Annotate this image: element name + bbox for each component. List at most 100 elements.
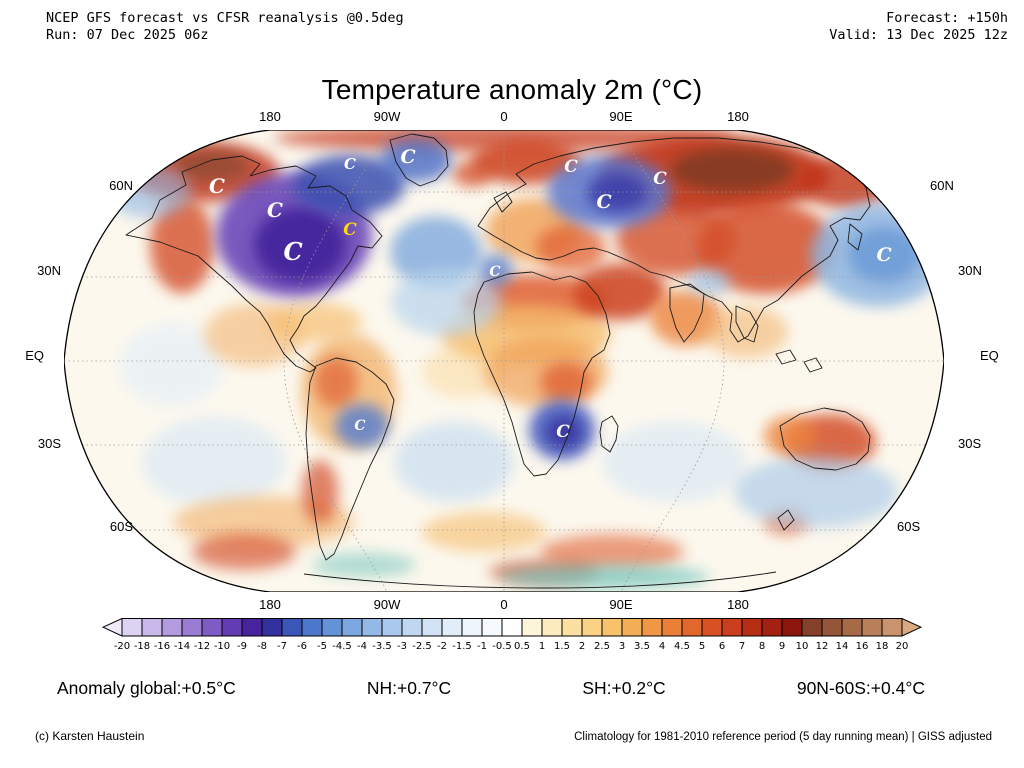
lat-label-right: 30N <box>958 263 982 278</box>
lat-label-right: 60S <box>897 519 921 534</box>
colorbar-segment <box>301 618 323 637</box>
cold-center-marker: C <box>354 418 365 434</box>
anomaly-region-indian-ocean-pale-cold <box>602 422 746 502</box>
colorbar-tick-label: -2.5 <box>412 641 432 652</box>
anomaly-region-greenland-cold <box>380 138 452 182</box>
colorbar-segment <box>421 618 443 637</box>
valid-time-label: Valid: 13 Dec 2025 12z <box>829 27 1008 43</box>
cold-center-marker: C <box>343 220 357 240</box>
colorbar-segment <box>441 618 463 637</box>
colorbar-tick-label: -4.5 <box>332 641 352 652</box>
anomaly-region-alaska-brown-core <box>174 150 250 182</box>
anomaly-region-antarctic-teal-band-east <box>499 565 709 589</box>
model-comparison-label: NCEP GFS forecast vs CFSR reanalysis @0.… <box>46 10 404 26</box>
colorbar-tick-label: 3.5 <box>634 641 650 652</box>
colorbar-tick-label: -2 <box>437 641 447 652</box>
colorbar-tick-label: -0.5 <box>492 641 512 652</box>
colorbar-segment <box>181 618 203 637</box>
lon-label-bottom: 0 <box>500 597 508 612</box>
colorbar-segment <box>801 618 823 637</box>
lon-label-bottom: 180 <box>727 597 749 612</box>
colorbar-segment <box>321 618 343 637</box>
colorbar-tick-label: -8 <box>257 641 267 652</box>
colorbar-segment <box>521 618 543 637</box>
anomaly-region-east-asia-warm <box>696 202 836 294</box>
lon-label-top: 180 <box>259 109 281 124</box>
anomaly-region-west-africa-coast-cold <box>479 254 513 286</box>
cold-center-marker: C <box>489 264 500 280</box>
coastline-madagascar <box>599 415 619 453</box>
colorbar-tick-label: 1 <box>538 641 546 652</box>
colorbar-segment <box>221 618 243 637</box>
anomaly-region-central-africa-warm <box>540 362 592 402</box>
colorbar-segment <box>661 618 683 637</box>
colorbar-tick-label: 2 <box>578 641 586 652</box>
lat-label-left: EQ <box>25 348 44 363</box>
stat-value: +0.2°C <box>611 678 666 698</box>
colorbar-scale <box>102 618 922 637</box>
coastline-japan <box>847 223 863 251</box>
lat-label-left: 30N <box>37 263 61 278</box>
colorbar-tick-label: -5 <box>317 641 327 652</box>
colorbar-segment <box>541 618 563 637</box>
coastline-india <box>669 283 705 343</box>
lat-label-left: 60S <box>109 519 133 534</box>
meridian-90e <box>620 130 725 592</box>
lat-label-right: EQ <box>980 348 999 363</box>
colorbar-segment <box>861 618 883 637</box>
anomaly-region-west-coast-us-warm <box>150 197 214 293</box>
run-time-label: Run: 07 Dec 2025 06z <box>46 27 209 43</box>
colorbar-segment <box>841 618 863 637</box>
colorbar-tick-label: -3 <box>397 641 407 652</box>
colorbar-segment <box>281 618 303 637</box>
anomaly-region-subtropical-atlantic-cold <box>391 268 501 336</box>
colorbar-segment <box>401 618 423 637</box>
anomaly-region-balkans-warm <box>536 224 606 272</box>
colorbar-tick-label: -1.5 <box>452 641 472 652</box>
colorbar-segment <box>261 618 283 637</box>
anomaly-region-northeast-asia-warm <box>800 156 892 208</box>
colorbar-tick-label: 10 <box>795 641 809 652</box>
colorbar-segment <box>361 618 383 637</box>
anomaly-region-southern-ocean-warm-west <box>192 534 296 570</box>
cold-center-marker: C <box>653 169 667 189</box>
stat-label: SH: <box>582 678 612 698</box>
anomaly-region-east-pacific-pale-cold <box>120 323 224 407</box>
lon-label-top: 0 <box>500 109 508 124</box>
colorbar: -20 -18 -16 -14 -12 -10 -9 -8 -7 -6 -5 -4.5 -4 -3.5 -3… <box>102 618 922 666</box>
colorbar-tick-label: -10 <box>213 641 231 652</box>
cold-center-marker: C <box>876 244 891 266</box>
coastline-south-america <box>305 357 395 561</box>
colorbar-tick-label: -9 <box>237 641 247 652</box>
graticule <box>64 130 944 592</box>
anomaly-region-southern-ocean-warm-east <box>540 534 684 570</box>
colorbar-segment <box>381 618 403 637</box>
colorbar-segment <box>761 618 783 637</box>
colorbar-tick-label: -3.5 <box>372 641 392 652</box>
colorbar-tick-label: 14 <box>835 641 849 652</box>
coastline-greenland <box>389 133 449 187</box>
anomaly-region-south-pacific-pale-cold <box>142 417 286 507</box>
coastline-eurasia <box>477 137 871 343</box>
coastline-australia <box>779 407 871 471</box>
lon-label-bottom: 90W <box>373 597 401 612</box>
anomaly-regions <box>107 130 944 589</box>
stat-label: NH: <box>366 678 397 698</box>
stat-label: Anomaly global: <box>57 678 182 698</box>
colorbar-segment <box>341 618 363 637</box>
coastline-new-zealand <box>777 509 795 531</box>
lat-label-right: 30S <box>958 436 982 451</box>
lat-label-left: 60N <box>109 178 133 193</box>
coastline-antarctica <box>303 571 777 589</box>
anomaly-region-australia-surround-cold <box>734 456 898 528</box>
anomaly-region-scandinavia-warm <box>471 140 581 184</box>
anomaly-region-west-russia-cold-core <box>587 173 647 213</box>
anomaly-region-middle-east-warm <box>574 264 666 320</box>
colorbar-tick-label: -14 <box>173 641 191 652</box>
lon-label-top: 180 <box>727 109 749 124</box>
coastline-indonesia <box>775 349 823 373</box>
colorbar-tick-label: 4.5 <box>674 641 690 652</box>
